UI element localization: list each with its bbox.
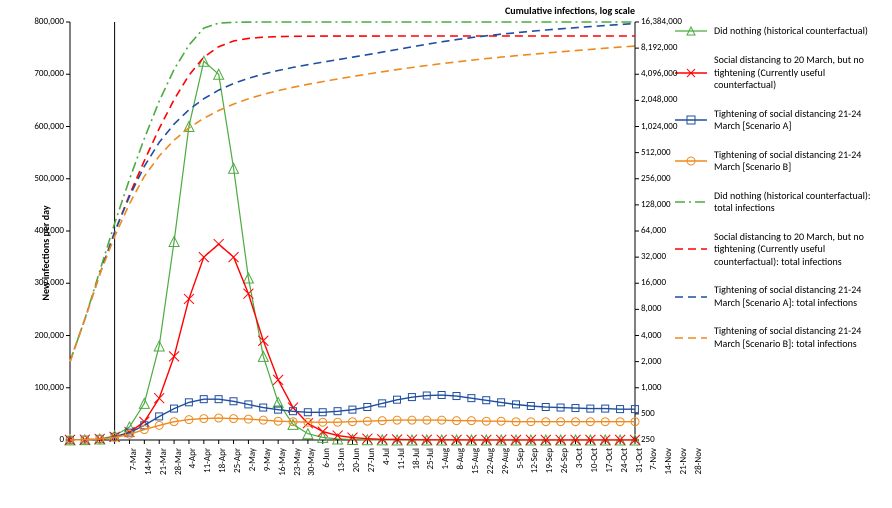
- marker: [199, 252, 209, 262]
- y1-tick: 200,000: [20, 330, 64, 341]
- x-tick: 7-Nov: [648, 448, 659, 508]
- x-tick: 27-Jun: [366, 448, 377, 508]
- y1-tick: 0: [20, 434, 64, 445]
- x-tick: 2-May: [247, 448, 258, 508]
- legend-label: Social distancing to 20 March, but no ti…: [714, 54, 884, 92]
- legend-label: Did nothing (historical counterfactual):…: [714, 190, 884, 215]
- y2-tick: 4,096,000: [641, 68, 711, 79]
- y2-tick: 8,000: [641, 303, 711, 314]
- series-sd20_total: [70, 36, 635, 362]
- legend-label: Tightening of social distancing 21-24 Ma…: [714, 108, 884, 133]
- x-tick: 16-May: [277, 448, 288, 508]
- x-tick: 12-Sep: [529, 448, 540, 508]
- marker: [154, 393, 164, 403]
- x-tick: 6-Jun: [321, 448, 332, 508]
- x-tick: 11-Apr: [202, 448, 213, 508]
- x-tick: 21-Mar: [158, 448, 169, 508]
- series-did_nothing_total: [70, 22, 635, 362]
- x-tick: 1-Aug: [440, 448, 451, 508]
- y1-tick: 300,000: [20, 277, 64, 288]
- legend-label: Tightening of social distancing 21-24 Ma…: [714, 149, 884, 174]
- x-tick: 5-Sep: [515, 448, 526, 508]
- x-tick: 24-Oct: [619, 448, 630, 508]
- y2-tick: 250: [641, 434, 711, 445]
- y1-tick: 100,000: [20, 382, 64, 393]
- x-tick: 22-Aug: [485, 448, 496, 508]
- marker: [214, 239, 224, 249]
- x-tick: 23-May: [292, 448, 303, 508]
- x-tick: 11-Jul: [396, 448, 407, 508]
- x-tick: 18-Apr: [217, 448, 228, 508]
- x-tick: 26-Sep: [559, 448, 570, 508]
- y2-tick: 16,384,000: [641, 16, 711, 27]
- y2-tick: 128,000: [641, 199, 711, 210]
- x-tick: 28-Nov: [693, 448, 704, 508]
- y1-tick: 600,000: [20, 121, 64, 132]
- legend-item: Social distancing to 20 March, but no ti…: [674, 231, 884, 269]
- marker: [318, 427, 328, 437]
- x-tick: 17-Oct: [604, 448, 615, 508]
- x-tick: 15-Aug: [470, 448, 481, 508]
- y2-tick: 16,000: [641, 277, 711, 288]
- marker: [229, 252, 239, 262]
- x-tick: 18-Jul: [411, 448, 422, 508]
- x-tick: 7-Mar: [128, 448, 139, 508]
- x-tick: 20-Jun: [351, 448, 362, 508]
- x-tick: 25-Apr: [232, 448, 243, 508]
- marker: [273, 375, 283, 385]
- x-tick: 30-May: [306, 448, 317, 508]
- y2-tick: 2,048,000: [641, 94, 711, 105]
- legend-swatch: [674, 290, 708, 304]
- x-tick: 4-Apr: [187, 448, 198, 508]
- y2-tick: 32,000: [641, 251, 711, 262]
- marker: [184, 294, 194, 304]
- series-did_nothing_daily: [70, 61, 635, 440]
- x-tick: 13-Jun: [336, 448, 347, 508]
- legend-label: Social distancing to 20 March, but no ti…: [714, 231, 884, 269]
- x-tick: 21-Nov: [678, 448, 689, 508]
- x-tick: 19-Sep: [544, 448, 555, 508]
- legend-label: Did nothing (historical counterfactual): [714, 25, 884, 38]
- x-tick: 29-Aug: [500, 448, 511, 508]
- y2-tick: 1,000: [641, 382, 711, 393]
- y2-tick: 8,192,000: [641, 42, 711, 53]
- y2-tick: 512,000: [641, 147, 711, 158]
- y1-tick: 400,000: [20, 225, 64, 236]
- x-tick: 4-Jul: [381, 448, 392, 508]
- x-tick: 14-Mar: [143, 448, 154, 508]
- marker: [169, 351, 179, 361]
- y1-tick: 500,000: [20, 173, 64, 184]
- y2-tick: 4,000: [641, 330, 711, 341]
- x-tick: 8-Aug: [455, 448, 466, 508]
- y2-tick: 256,000: [641, 173, 711, 184]
- x-tick: 25-Jul: [425, 448, 436, 508]
- x-tick: 28-Mar: [173, 448, 184, 508]
- y1-tick: 700,000: [20, 68, 64, 79]
- legend-label: Tightening of social distancing 21-24 Ma…: [714, 284, 884, 309]
- y1-tick: 800,000: [20, 16, 64, 27]
- y2-tick: 2,000: [641, 356, 711, 367]
- y2-tick: 1,024,000: [641, 121, 711, 132]
- x-tick: 14-Nov: [663, 448, 674, 508]
- x-tick: 3-Oct: [574, 448, 585, 508]
- series-tighten_b_total: [70, 46, 635, 362]
- x-tick: 31-Oct: [634, 448, 645, 508]
- x-tick: 10-Oct: [589, 448, 600, 508]
- y2-tick: 500: [641, 408, 711, 419]
- y2-tick: 64,000: [641, 225, 711, 236]
- x-tick: 9-May: [262, 448, 273, 508]
- legend-label: Tightening of social distancing 21-24 Ma…: [714, 325, 884, 350]
- series-sd20_daily: [70, 244, 635, 440]
- series-tighten_a_total: [70, 24, 635, 362]
